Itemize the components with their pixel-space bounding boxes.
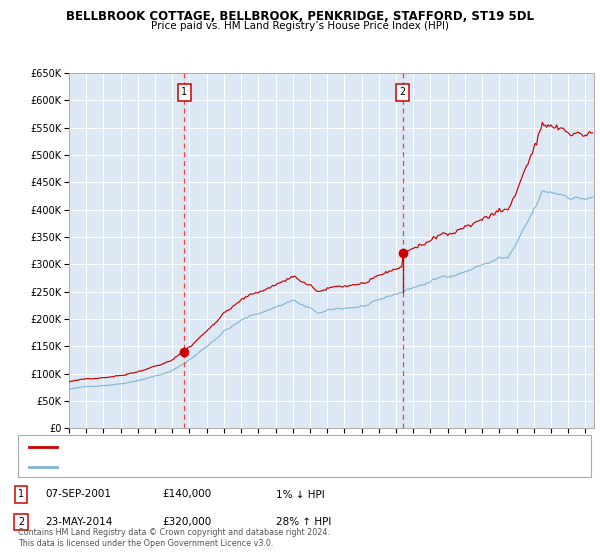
- Text: £320,000: £320,000: [162, 517, 211, 527]
- Text: Price paid vs. HM Land Registry’s House Price Index (HPI): Price paid vs. HM Land Registry’s House …: [151, 21, 449, 31]
- Text: 28% ↑ HPI: 28% ↑ HPI: [276, 517, 331, 527]
- Text: 07-SEP-2001: 07-SEP-2001: [45, 489, 111, 500]
- Text: 1% ↓ HPI: 1% ↓ HPI: [276, 489, 325, 500]
- Text: BELLBROOK COTTAGE, BELLBROOK, PENKRIDGE, STAFFORD, ST19 5DL (detached house: BELLBROOK COTTAGE, BELLBROOK, PENKRIDGE,…: [62, 442, 458, 451]
- Text: £140,000: £140,000: [162, 489, 211, 500]
- Text: Contains HM Land Registry data © Crown copyright and database right 2024.
This d: Contains HM Land Registry data © Crown c…: [18, 528, 330, 548]
- Text: 23-MAY-2014: 23-MAY-2014: [45, 517, 112, 527]
- Text: HPI: Average price, detached house, South Staffordshire: HPI: Average price, detached house, Sout…: [62, 462, 317, 471]
- Text: BELLBROOK COTTAGE, BELLBROOK, PENKRIDGE, STAFFORD, ST19 5DL: BELLBROOK COTTAGE, BELLBROOK, PENKRIDGE,…: [66, 10, 534, 23]
- Text: 1: 1: [18, 489, 24, 500]
- Text: 2: 2: [18, 517, 24, 527]
- Text: 2: 2: [400, 87, 406, 97]
- Text: 1: 1: [181, 87, 187, 97]
